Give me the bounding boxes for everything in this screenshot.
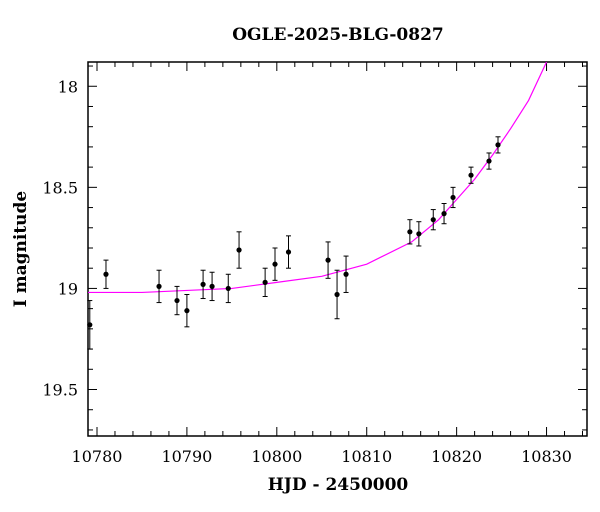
data-point: [343, 255, 349, 293]
data-point: [184, 293, 190, 328]
x-tick-labels: 10780 10790 10800 10810 10820 10830: [72, 447, 572, 466]
data-points-layer: [87, 136, 501, 350]
data-point: [441, 203, 447, 225]
data-point: [416, 221, 422, 247]
point-marker: [416, 231, 422, 237]
x-tick-label: 10810: [341, 447, 392, 466]
model-curve: [88, 62, 548, 294]
data-point: [285, 235, 292, 269]
data-point: [450, 186, 456, 209]
x-tick-label: 10830: [521, 447, 572, 466]
point-marker: [103, 271, 109, 277]
point-marker: [87, 322, 93, 328]
point-marker: [200, 281, 206, 287]
data-point: [200, 269, 206, 300]
point-marker: [184, 308, 190, 314]
point-marker: [156, 283, 162, 289]
point-marker: [343, 271, 349, 277]
data-point: [174, 285, 180, 316]
point-marker: [450, 194, 456, 201]
point-marker: [334, 291, 340, 298]
data-point: [103, 259, 109, 289]
point-marker: [430, 217, 436, 223]
data-point: [495, 136, 501, 154]
y-tick-label: 18.5: [42, 178, 78, 197]
data-point: [236, 231, 242, 269]
model-curve-layer: [88, 62, 548, 294]
point-marker: [441, 211, 447, 217]
data-point: [468, 166, 474, 184]
point-marker: [468, 172, 474, 178]
data-point: [262, 267, 268, 298]
data-point: [272, 247, 278, 281]
x-tick-label: 10820: [431, 447, 482, 466]
data-point: [325, 241, 331, 279]
data-point: [407, 219, 413, 245]
plot-frame: [87, 61, 588, 437]
point-marker: [236, 247, 242, 253]
point-marker: [407, 229, 413, 235]
data-point: [156, 269, 162, 304]
point-marker: [225, 285, 231, 292]
point-marker: [486, 158, 492, 164]
point-marker: [209, 283, 215, 289]
y-axis-label: I magnitude: [11, 191, 31, 308]
y-tick-label: 18: [58, 77, 78, 96]
x-axis-label: HJD - 2450000: [268, 475, 409, 495]
point-marker: [285, 249, 292, 255]
y-tick-labels: 18 18.5 19 19.5: [42, 77, 78, 399]
data-point: [225, 273, 231, 304]
y-tick-label: 19: [58, 279, 78, 298]
data-point: [334, 269, 340, 320]
data-point: [87, 300, 93, 350]
point-marker: [174, 297, 180, 304]
x-tick-label: 10780: [72, 447, 123, 466]
chart-title: OGLE-2025-BLG-0827: [232, 25, 444, 45]
point-marker: [325, 257, 331, 263]
point-marker: [495, 142, 501, 148]
point-marker: [272, 261, 278, 267]
data-point: [209, 271, 215, 302]
x-tick-label: 10790: [161, 447, 212, 466]
axis-ticks: [88, 62, 587, 436]
data-point: [486, 152, 492, 170]
y-tick-label: 19.5: [42, 381, 78, 400]
point-marker: [262, 279, 268, 285]
x-tick-label: 10800: [251, 447, 302, 466]
data-point: [430, 209, 436, 231]
